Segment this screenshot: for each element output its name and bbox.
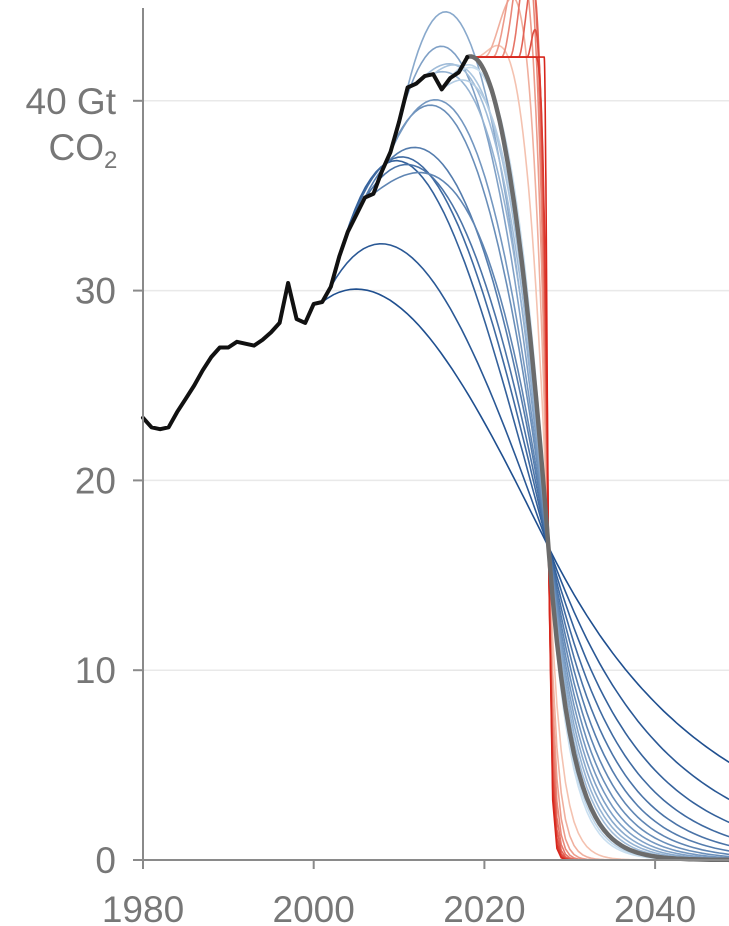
x-tick-label: 2040 <box>614 889 696 926</box>
tick-labels: 0 10 20 30 1980 2000 2020 2040 <box>75 99 696 926</box>
y-tick-label: 0 <box>95 840 116 881</box>
y-tick-label: 20 <box>75 460 116 501</box>
red-pathway-line <box>467 0 729 861</box>
blue-pathway-line <box>381 104 729 858</box>
blue-pathway-line <box>398 45 729 860</box>
x-tick-label: 2000 <box>273 889 355 926</box>
y-tick-label: 30 <box>75 271 116 312</box>
y-unit-sub: CO <box>49 127 105 168</box>
red-pathway-line <box>467 0 729 861</box>
historical-series <box>141 55 470 432</box>
y-unit-main: 40 Gt <box>26 81 117 122</box>
y-tick-label: 10 <box>75 650 116 691</box>
blue-pathway-line <box>424 62 729 861</box>
blue-pathway-line <box>338 159 729 824</box>
x-tick-label: 2020 <box>443 889 525 926</box>
red-pathway-line <box>467 0 729 861</box>
y-unit-co: CO <box>49 127 105 168</box>
blue-pathway-line <box>347 156 729 838</box>
blue-pathway-line <box>321 288 729 764</box>
blue-pathway-line <box>458 66 729 861</box>
x-tick-label: 1980 <box>102 889 184 926</box>
blue-pathway-line <box>372 171 729 856</box>
grid-lines <box>143 100 729 671</box>
pathway-lines <box>321 0 729 863</box>
y-unit-subscript: 2 <box>104 147 117 174</box>
axes <box>142 8 729 861</box>
historical-line <box>141 55 470 432</box>
blue-pathway-line <box>449 64 729 861</box>
y-unit-label: 40 Gt CO 2 <box>26 81 118 174</box>
blue-pathway-line <box>364 146 729 852</box>
red-pathway-line <box>467 0 729 861</box>
blue-pathway-line <box>330 242 729 801</box>
blue-pathway-line <box>389 98 729 859</box>
red-pathway-line <box>467 0 729 861</box>
